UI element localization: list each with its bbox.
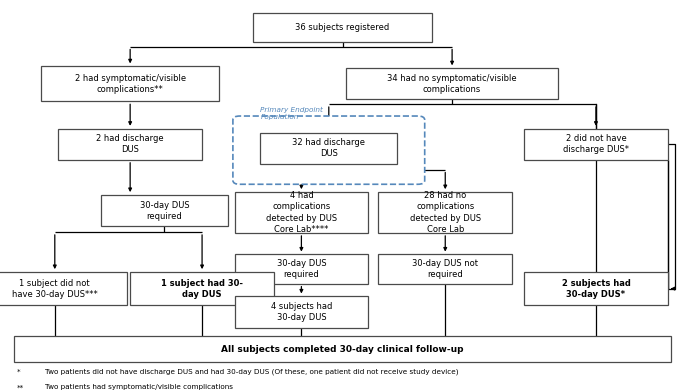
Text: 30-day DUS
required: 30-day DUS required <box>277 259 326 279</box>
FancyBboxPatch shape <box>233 116 425 184</box>
FancyBboxPatch shape <box>524 129 668 160</box>
Text: 34 had no symptomatic/visible
complications: 34 had no symptomatic/visible complicati… <box>387 74 517 94</box>
FancyBboxPatch shape <box>253 13 432 42</box>
FancyBboxPatch shape <box>130 272 274 305</box>
Text: 1 subject had 30-
day DUS: 1 subject had 30- day DUS <box>161 278 243 299</box>
Text: 2 had discharge
DUS: 2 had discharge DUS <box>97 134 164 154</box>
FancyBboxPatch shape <box>101 195 227 226</box>
Text: 32 had discharge
DUS: 32 had discharge DUS <box>292 138 365 158</box>
Text: 1 subject did not
have 30-day DUS***: 1 subject did not have 30-day DUS*** <box>12 278 98 299</box>
FancyBboxPatch shape <box>234 192 369 233</box>
Text: All subjects completed 30-day clinical follow-up: All subjects completed 30-day clinical f… <box>221 344 464 354</box>
Text: Primary Endpoint
Population: Primary Endpoint Population <box>260 106 323 120</box>
FancyBboxPatch shape <box>524 272 668 305</box>
Text: 30-day DUS
required: 30-day DUS required <box>140 200 189 221</box>
Text: Two patients did not have discharge DUS and had 30-day DUS (Of these, one patien: Two patients did not have discharge DUS … <box>45 369 458 375</box>
Text: 4 had
complications
detected by DUS
Core Lab****: 4 had complications detected by DUS Core… <box>266 191 337 234</box>
Text: **: ** <box>17 385 25 390</box>
Text: 2 had symptomatic/visible
complications**: 2 had symptomatic/visible complications*… <box>75 74 186 94</box>
FancyBboxPatch shape <box>234 296 369 328</box>
Text: 30-day DUS not
required: 30-day DUS not required <box>412 259 478 279</box>
FancyBboxPatch shape <box>346 68 558 99</box>
FancyBboxPatch shape <box>378 254 512 284</box>
FancyBboxPatch shape <box>41 66 219 101</box>
Text: 4 subjects had
30-day DUS: 4 subjects had 30-day DUS <box>271 302 332 322</box>
Text: 2 did not have
discharge DUS*: 2 did not have discharge DUS* <box>563 134 629 154</box>
Text: Two patients had symptomatic/visible complications: Two patients had symptomatic/visible com… <box>45 385 232 390</box>
FancyBboxPatch shape <box>0 272 127 305</box>
FancyBboxPatch shape <box>14 336 671 362</box>
FancyBboxPatch shape <box>378 192 512 233</box>
FancyBboxPatch shape <box>234 254 369 284</box>
FancyBboxPatch shape <box>260 133 397 164</box>
Text: 2 subjects had
30-day DUS*: 2 subjects had 30-day DUS* <box>562 278 630 299</box>
Text: 28 had no
complications
detected by DUS
Core Lab: 28 had no complications detected by DUS … <box>410 191 481 234</box>
FancyBboxPatch shape <box>58 129 202 160</box>
Text: 36 subjects registered: 36 subjects registered <box>295 23 390 32</box>
Text: *: * <box>17 369 21 375</box>
